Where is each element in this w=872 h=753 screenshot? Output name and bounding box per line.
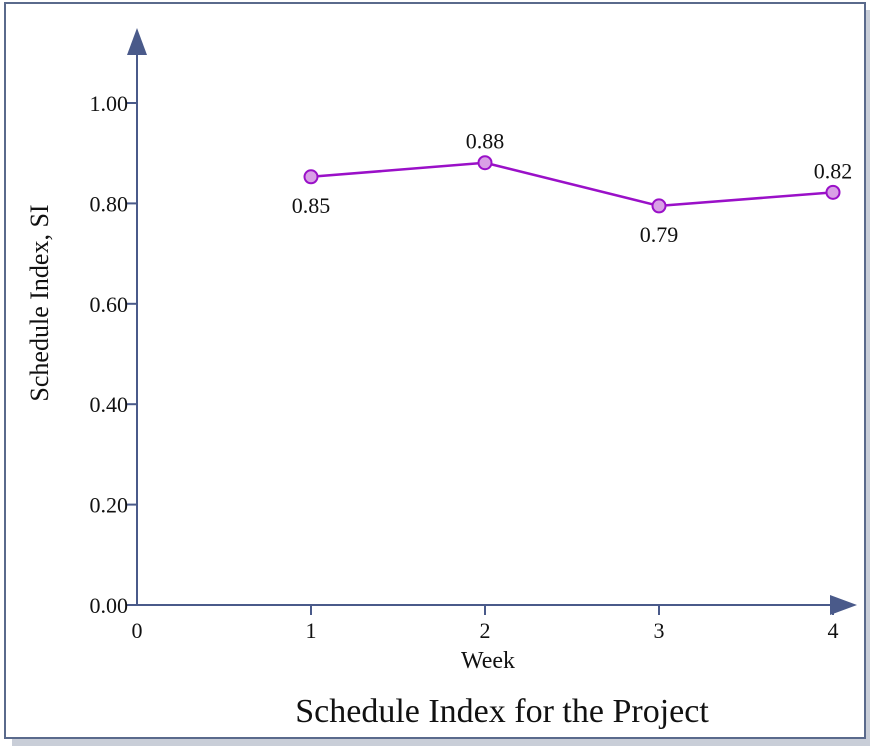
x-axis-label: Week [461,648,515,674]
ticks: 0.00 0.20 0.40 0.60 0.80 1.00 0 1 2 3 4 [90,91,839,643]
data-label: 0.85 [292,193,331,218]
series-line [310,161,834,208]
y-tick-label: 0.00 [90,593,129,618]
x-origin-label: 0 [132,618,143,643]
data-point [651,198,667,214]
y-tick-label: 0.20 [90,493,129,518]
data-point [303,169,319,185]
data-point [477,155,493,171]
chart-title: Schedule Index for the Project [295,693,709,730]
x-tick-label: 2 [480,618,491,643]
data-point [825,184,841,200]
data-label: 0.82 [814,158,853,183]
frame-border [4,2,866,739]
y-tick-label: 0.40 [90,392,129,417]
y-tick-label: 0.60 [90,292,129,317]
data-label: 0.79 [640,222,679,247]
y-tick-label: 0.80 [90,191,129,216]
x-axis-arrow [830,595,857,615]
x-tick-label: 1 [306,618,317,643]
y-tick-label: 1.00 [90,91,129,116]
series: 0.85 0.88 0.79 0.82 [292,129,853,247]
x-tick-label: 4 [828,618,839,643]
y-axis-label: Schedule Index, SI [25,204,54,401]
data-label: 0.88 [466,129,505,154]
x-tick-label: 3 [654,618,665,643]
y-axis-arrow [127,28,147,55]
